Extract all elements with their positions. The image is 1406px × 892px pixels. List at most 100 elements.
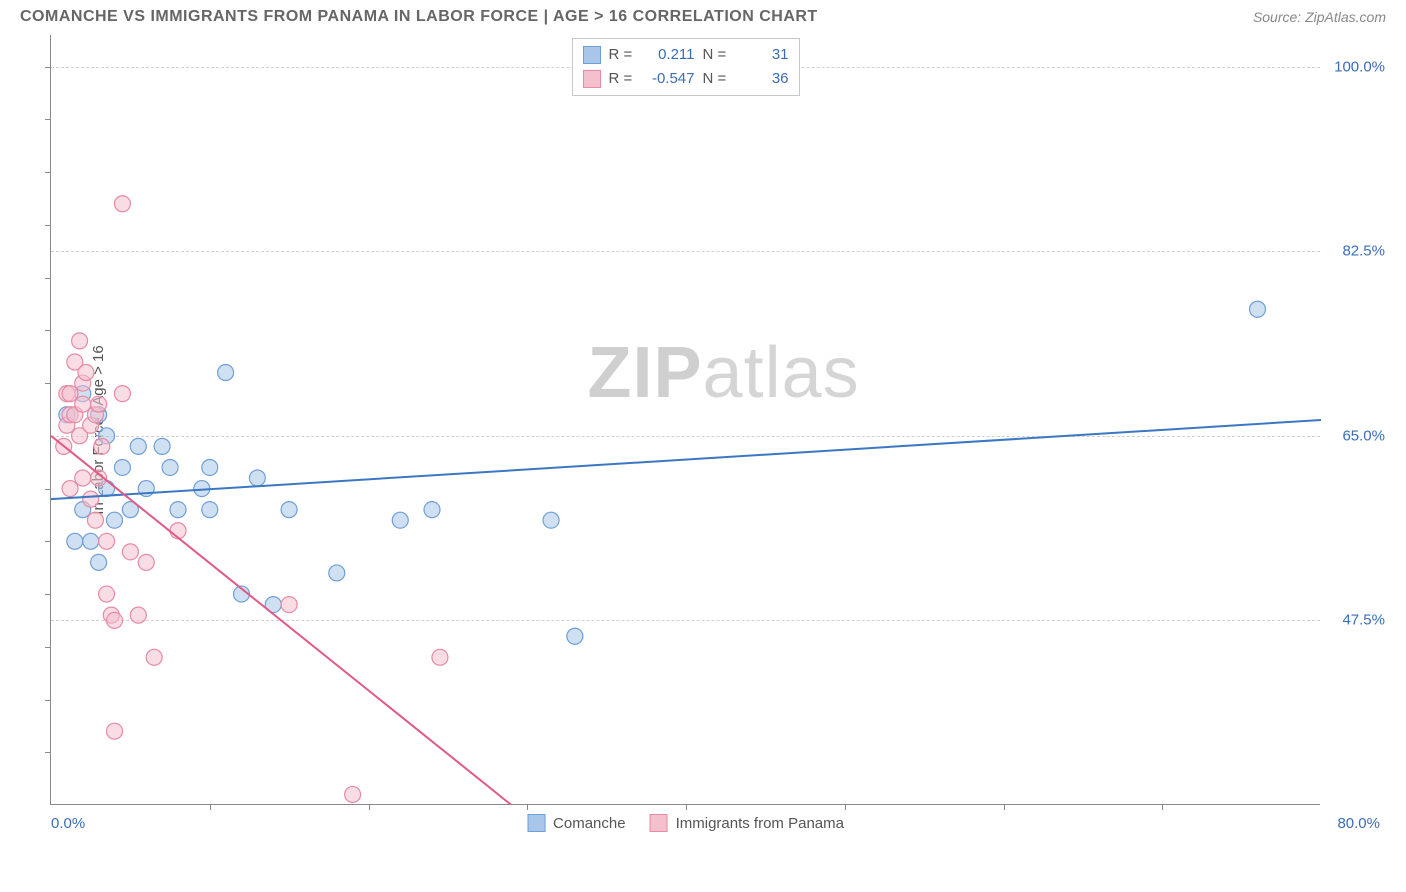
- scatter-point: [281, 502, 297, 518]
- scatter-point: [83, 417, 99, 433]
- scatter-point: [218, 365, 234, 381]
- scatter-point: [99, 533, 115, 549]
- scatter-point: [265, 597, 281, 613]
- scatter-point: [194, 481, 210, 497]
- scatter-point: [329, 565, 345, 581]
- correlation-legend-row-2: R = -0.547 N = 36: [583, 67, 789, 91]
- scatter-point: [56, 438, 72, 454]
- y-tick-label: 65.0%: [1325, 427, 1385, 444]
- scatter-point: [59, 407, 75, 423]
- scatter-point: [114, 386, 130, 402]
- chart-container: In Labor Force | Age > 16 ZIPatlas 47.5%…: [50, 35, 1390, 825]
- legend-swatch-panama: [583, 70, 601, 88]
- scatter-point: [162, 459, 178, 475]
- scatter-point: [67, 407, 83, 423]
- n-value-1: 31: [739, 43, 789, 67]
- y-tick-label: 82.5%: [1325, 243, 1385, 260]
- scatter-point: [202, 502, 218, 518]
- series-label-panama: Immigrants from Panama: [676, 815, 844, 832]
- y-tick: [45, 225, 51, 226]
- r-value-1: 0.211: [645, 43, 695, 67]
- scatter-point: [345, 786, 361, 802]
- scatter-point: [91, 554, 107, 570]
- scatter-point: [59, 417, 75, 433]
- scatter-point: [75, 386, 91, 402]
- scatter-point: [249, 470, 265, 486]
- scatter-point: [130, 438, 146, 454]
- header: COMANCHE VS IMMIGRANTS FROM PANAMA IN LA…: [0, 0, 1406, 30]
- series-legend-item-panama: Immigrants from Panama: [650, 814, 844, 832]
- grid-line: [51, 436, 1320, 437]
- scatter-point: [75, 470, 91, 486]
- scatter-point: [122, 544, 138, 560]
- watermark: ZIPatlas: [588, 332, 860, 414]
- r-value-2: -0.547: [645, 67, 695, 91]
- scatter-point: [1250, 301, 1266, 317]
- grid-line: [51, 251, 1320, 252]
- x-tick: [1162, 804, 1163, 810]
- y-tick: [45, 647, 51, 648]
- y-tick-label: 100.0%: [1325, 58, 1385, 75]
- legend-swatch-comanche-bottom: [527, 814, 545, 832]
- x-tick: [686, 804, 687, 810]
- grid-line: [51, 620, 1320, 621]
- x-axis-label-max: 80.0%: [1337, 815, 1380, 832]
- scatter-point: [154, 438, 170, 454]
- scatter-point: [567, 628, 583, 644]
- scatter-point: [138, 554, 154, 570]
- y-tick: [45, 172, 51, 173]
- y-tick: [45, 67, 51, 68]
- correlation-legend: R = 0.211 N = 31 R = -0.547 N = 36: [572, 38, 800, 96]
- y-tick: [45, 330, 51, 331]
- scatter-point: [83, 533, 99, 549]
- r-label: R =: [609, 67, 637, 91]
- scatter-point: [62, 386, 78, 402]
- scatter-point: [91, 396, 107, 412]
- correlation-legend-row-1: R = 0.211 N = 31: [583, 43, 789, 67]
- scatter-point: [392, 512, 408, 528]
- x-axis-label-min: 0.0%: [51, 815, 85, 832]
- legend-swatch-panama-bottom: [650, 814, 668, 832]
- scatter-point: [75, 502, 91, 518]
- scatter-point: [59, 386, 75, 402]
- scatter-point: [99, 586, 115, 602]
- scatter-point: [83, 491, 99, 507]
- scatter-point: [170, 502, 186, 518]
- scatter-point: [94, 438, 110, 454]
- scatter-point: [62, 481, 78, 497]
- scatter-point: [114, 459, 130, 475]
- scatter-point: [72, 333, 88, 349]
- scatter-point: [107, 723, 123, 739]
- scatter-point: [107, 512, 123, 528]
- scatter-point: [75, 375, 91, 391]
- series-legend: Comanche Immigrants from Panama: [527, 814, 844, 832]
- series-label-comanche: Comanche: [553, 815, 626, 832]
- scatter-point: [424, 502, 440, 518]
- scatter-point: [202, 459, 218, 475]
- scatter-point: [234, 586, 250, 602]
- y-tick: [45, 541, 51, 542]
- n-label: N =: [703, 67, 731, 91]
- trend-line: [51, 420, 1321, 499]
- scatter-point: [87, 407, 103, 423]
- x-tick: [369, 804, 370, 810]
- scatter-point: [91, 407, 107, 423]
- source-attribution: Source: ZipAtlas.com: [1253, 9, 1386, 25]
- scatter-point: [146, 649, 162, 665]
- x-tick: [1004, 804, 1005, 810]
- chart-title: COMANCHE VS IMMIGRANTS FROM PANAMA IN LA…: [20, 8, 818, 26]
- scatter-point: [543, 512, 559, 528]
- scatter-point: [138, 481, 154, 497]
- plot-area: ZIPatlas 47.5%65.0%82.5%100.0% R = 0.211…: [50, 35, 1320, 805]
- scatter-overlay: [51, 35, 1321, 805]
- y-tick-label: 47.5%: [1325, 612, 1385, 629]
- scatter-point: [114, 196, 130, 212]
- scatter-point: [91, 470, 107, 486]
- scatter-point: [170, 523, 186, 539]
- scatter-point: [122, 502, 138, 518]
- r-label: R =: [609, 43, 637, 67]
- y-tick: [45, 383, 51, 384]
- series-legend-item-comanche: Comanche: [527, 814, 626, 832]
- y-tick: [45, 700, 51, 701]
- scatter-point: [67, 354, 83, 370]
